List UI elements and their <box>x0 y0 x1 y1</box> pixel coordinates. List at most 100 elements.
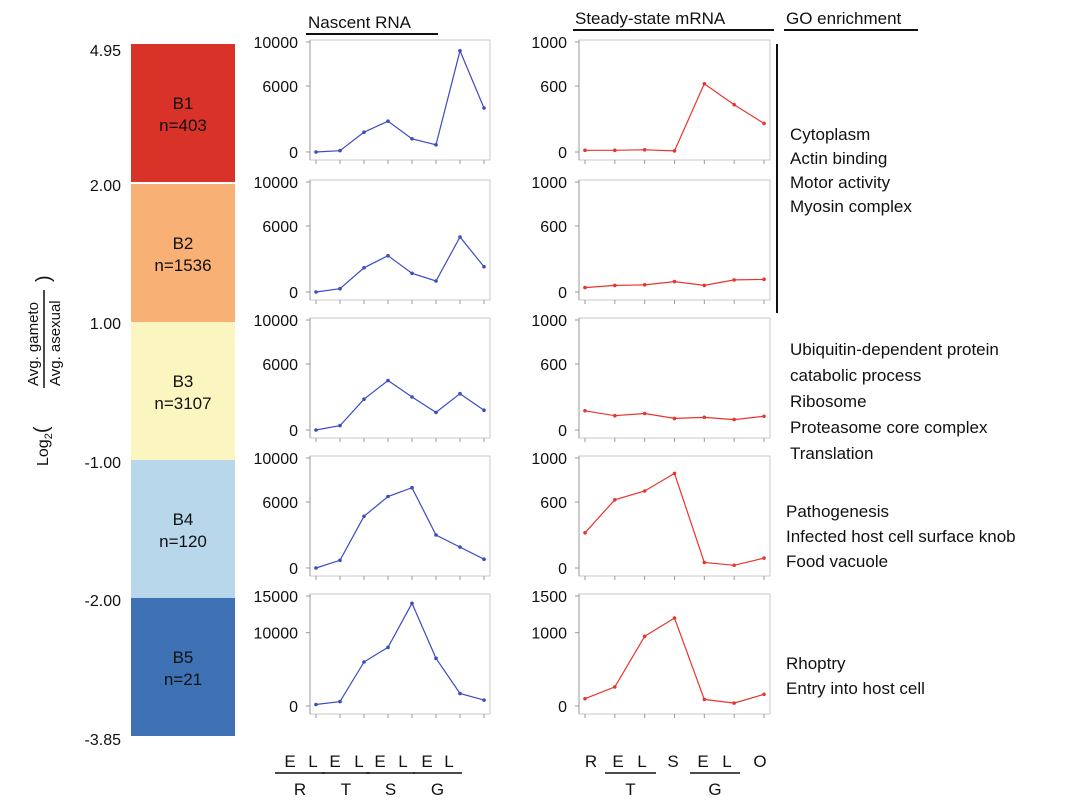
series-point <box>458 545 462 549</box>
bin-name: B5 <box>173 648 194 667</box>
series-point <box>314 428 318 432</box>
series-point <box>613 498 617 502</box>
series-point <box>410 601 414 606</box>
series-point <box>362 514 366 519</box>
series-point <box>434 410 438 415</box>
panel-frame <box>309 455 491 577</box>
x-label-phase: L <box>354 752 363 771</box>
series-point <box>434 656 438 661</box>
panel-frame <box>309 593 491 715</box>
series-point <box>458 49 462 53</box>
header-nascent-rna: Nascent RNA <box>308 13 412 32</box>
series-point <box>702 560 707 565</box>
scale-tick-label: 4.95 <box>90 43 121 60</box>
x-label-stage: G <box>431 780 444 799</box>
series-point <box>732 102 736 107</box>
series-line <box>585 82 765 152</box>
panel-y-tick-label: 1000 <box>531 175 567 192</box>
bin-name: B1 <box>173 94 194 113</box>
series-point <box>613 283 617 288</box>
bin-bar: B1 n=403 B2 n=1536 B3 n=3107 B4 n=120 B5 n=21 <box>131 44 235 736</box>
panel-y-tick-label: 0 <box>289 699 298 716</box>
panel-y-tick-label: 6000 <box>262 79 298 96</box>
series-point <box>434 143 438 147</box>
series-point <box>642 148 647 152</box>
panel-y-tick-label: 600 <box>540 357 567 374</box>
panel-y-tick-label: 0 <box>558 699 567 716</box>
series-point <box>482 264 486 269</box>
series-point <box>338 423 342 428</box>
go-term: Cytoplasm <box>790 125 870 144</box>
series-point <box>702 283 707 288</box>
x-label-phase: S <box>667 752 678 771</box>
column-headers: Nascent RNA Steady-state mRNA GO enrichm… <box>306 9 918 35</box>
panel-b1-nascent: 0 6000 10000 <box>254 35 491 164</box>
x-label-stage: T <box>341 780 351 799</box>
series-point <box>314 566 318 570</box>
go-term: Motor activity <box>790 173 891 192</box>
x-label-stage: S <box>385 780 396 799</box>
series-point <box>482 557 486 561</box>
series-point <box>362 397 366 402</box>
panel-y-tick-label: 1500 <box>531 589 567 606</box>
series-point <box>732 417 736 422</box>
series-point <box>386 378 390 383</box>
y-axis-open-paren: ( <box>31 426 53 433</box>
x-label-phase: E <box>374 752 385 771</box>
y-axis-close-paren: ) <box>33 275 55 282</box>
series-point <box>458 235 462 239</box>
series-point <box>702 697 707 702</box>
y-axis-denominator: Avg. asexual <box>47 300 64 386</box>
series-point <box>672 149 677 153</box>
panel-y-tick-label: 600 <box>540 495 567 512</box>
x-label-stage: G <box>708 780 721 799</box>
x-axis-labels: E L E L E L E LR T S GR E L S E L OT G <box>275 752 767 799</box>
series-point <box>702 82 707 86</box>
series-point <box>613 413 617 418</box>
panel-y-tick-label: 1000 <box>531 626 567 643</box>
series-point <box>583 696 587 701</box>
panel-y-tick-label: 15000 <box>254 589 299 606</box>
header-go-enrichment: GO enrichment <box>786 9 902 28</box>
go-term: Infected host cell surface knob <box>786 527 1016 546</box>
panel-b2-steady: 0 600 1000 <box>531 175 771 304</box>
x-label-stage: R <box>294 780 306 799</box>
y-axis-log: Log2( <box>31 426 55 466</box>
x-label-phase: E <box>612 752 623 771</box>
bin-count: n=21 <box>164 670 202 689</box>
panel-y-tick-label: 6000 <box>262 219 298 236</box>
series-point <box>672 416 677 421</box>
panel-y-tick-label: 6000 <box>262 495 298 512</box>
series-point <box>338 699 342 704</box>
panel-b5-steady: 0 1000 1500 <box>531 589 771 718</box>
scale-tick-label: -3.85 <box>85 732 122 749</box>
series-point <box>314 150 318 154</box>
go-term: Food vacuole <box>786 552 888 571</box>
series-line <box>584 472 765 566</box>
scale-tick-label: 1.00 <box>90 316 121 333</box>
bin-count: n=3107 <box>154 394 211 413</box>
series-point <box>642 411 647 416</box>
series-point <box>362 660 366 664</box>
y-axis-log-sub: 2 <box>43 433 55 439</box>
go-term: catabolic process <box>790 366 921 385</box>
series-point <box>583 531 587 535</box>
go-terms: Cytoplasm Actin binding Motor activity Myos… <box>786 125 1016 698</box>
bin-name: B2 <box>173 234 194 253</box>
panel-frame <box>309 317 491 439</box>
go-term: Pathogenesis <box>786 502 889 521</box>
x-label-phase: E <box>697 752 708 771</box>
series-point <box>434 279 438 283</box>
scale-tick-label: -2.00 <box>85 593 122 610</box>
series-point <box>583 408 587 413</box>
panel-b4-steady: 0 600 1000 <box>531 451 771 580</box>
panel-b3-steady: 0 600 1000 <box>531 313 771 442</box>
bin-name: B4 <box>173 510 194 529</box>
x-label-phase: L <box>722 752 731 771</box>
bin-name: B3 <box>173 372 194 391</box>
series-point <box>762 414 766 419</box>
series-point <box>362 130 366 134</box>
series-point <box>613 148 617 153</box>
series-point <box>386 253 390 258</box>
